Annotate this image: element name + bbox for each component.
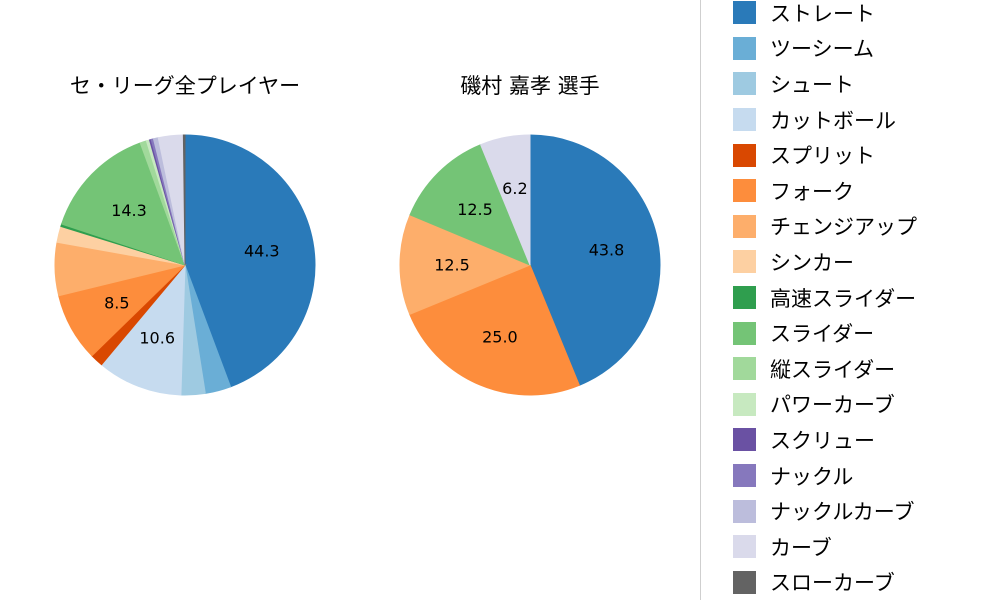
legend-color-swatch-icon xyxy=(733,250,756,274)
legend-color-swatch-icon xyxy=(733,321,756,345)
pie-slice-label: 12.5 xyxy=(457,200,493,219)
legend-item-label: スライダー xyxy=(770,322,875,347)
pie-slice xyxy=(529,134,661,386)
legend-color-swatch-icon xyxy=(733,36,756,60)
legend-item[interactable]: スローカーブ xyxy=(733,565,1000,600)
legend-item-label: シュート xyxy=(770,72,854,97)
legend-item-label: スプリット xyxy=(770,144,875,169)
legend-item-label: ナックル xyxy=(770,464,854,489)
legend-item[interactable]: チェンジアップ xyxy=(733,209,1000,245)
legend-color-swatch-icon xyxy=(733,499,756,523)
legend: ストレートツーシームシュートカットボール スプリットフォークチェンジアップ シンカー… xyxy=(700,0,1000,600)
legend-item[interactable]: スプリット xyxy=(733,137,1000,173)
legend-color-swatch-icon xyxy=(733,392,756,416)
pie-block-player: 磯村 嘉孝 選手 43.8 25.0 12.5 12.5 6.2 xyxy=(398,72,662,397)
legend-color-swatch-icon xyxy=(733,535,756,559)
legend-color-swatch-icon xyxy=(733,143,756,167)
legend-item-label: スローカーブ xyxy=(770,571,895,596)
pie-slice-label: 44.3 xyxy=(244,242,280,261)
legend-item[interactable]: カーブ xyxy=(733,529,1000,565)
legend-item-label: ストレート xyxy=(770,1,875,26)
legend-color-swatch-icon xyxy=(733,428,756,452)
legend-item[interactable]: スクリュー xyxy=(733,422,1000,458)
legend-item[interactable]: パワーカーブ xyxy=(733,387,1000,423)
legend-item[interactable]: ツーシーム xyxy=(733,31,1000,67)
pie-title-league: セ・リーグ全プレイヤー xyxy=(69,74,301,98)
pie-slice-label: 12.5 xyxy=(434,255,470,274)
legend-color-swatch-icon xyxy=(733,286,756,310)
legend-color-swatch-icon xyxy=(733,72,756,96)
legend-item[interactable]: スライダー xyxy=(733,315,1000,351)
pie-slice-label: 14.3 xyxy=(111,201,147,220)
legend-item[interactable]: カットボール xyxy=(733,102,1000,138)
pie-chart-league: 44.3 10.6 8.5 14.3 xyxy=(54,134,316,396)
legend-color-swatch-icon xyxy=(733,214,756,238)
legend-item-label: フォーク xyxy=(770,179,854,204)
pie-slice-label: 6.2 xyxy=(502,179,527,198)
legend-color-swatch-icon xyxy=(733,1,756,25)
legend-item[interactable]: 高速スライダー xyxy=(733,280,1000,316)
legend-item[interactable]: ナックルカーブ xyxy=(733,493,1000,529)
pie-slice xyxy=(100,263,186,396)
pie-title-player: 磯村 嘉孝 選手 xyxy=(460,74,600,98)
legend-color-swatch-icon xyxy=(733,464,756,488)
legend-color-swatch-icon xyxy=(733,570,756,594)
legend-color-swatch-icon xyxy=(733,108,756,132)
pie-slice-label: 10.6 xyxy=(139,328,175,347)
pie-slice xyxy=(399,214,532,316)
legend-color-swatch-icon xyxy=(733,357,756,381)
legend-item-label: パワーカーブ xyxy=(770,393,895,418)
legend-item-label: チェンジアップ xyxy=(770,215,917,240)
legend-item[interactable]: 縦スライダー xyxy=(733,351,1000,387)
pie-slice-label: 8.5 xyxy=(104,293,129,312)
legend-item[interactable]: ナックル xyxy=(733,458,1000,494)
pie-slice xyxy=(409,144,531,266)
legend-item-label: シンカー xyxy=(770,250,854,275)
legend-item-label: カットボール xyxy=(770,108,896,133)
pie-slice xyxy=(60,142,186,266)
pie-slice xyxy=(182,134,186,266)
pie-slice-label: 43.8 xyxy=(589,240,625,259)
legend-item-label: スクリュー xyxy=(770,428,875,453)
legend-item-label: ツーシーム xyxy=(770,37,874,62)
legend-item[interactable]: シュート xyxy=(733,66,1000,102)
legend-color-swatch-icon xyxy=(733,179,756,203)
pie-slice-label: 25.0 xyxy=(482,328,518,347)
legend-item[interactable]: フォーク xyxy=(733,173,1000,209)
pie-slice xyxy=(479,134,531,266)
legend-item-label: カーブ xyxy=(770,535,832,560)
pie-chart-player: 43.8 25.0 12.5 12.5 6.2 xyxy=(399,134,661,396)
legend-item-label: 高速スライダー xyxy=(770,286,917,311)
pie-slice xyxy=(184,134,316,388)
pie-block-league: セ・リーグ全プレイヤー 44.3 10.6 8.5 14.3 xyxy=(53,72,317,397)
legend-item[interactable]: ストレート xyxy=(733,0,1000,31)
legend-item-label: ナックルカーブ xyxy=(770,500,915,525)
legend-item-label: 縦スライダー xyxy=(770,357,896,382)
legend-item[interactable]: シンカー xyxy=(733,244,1000,280)
